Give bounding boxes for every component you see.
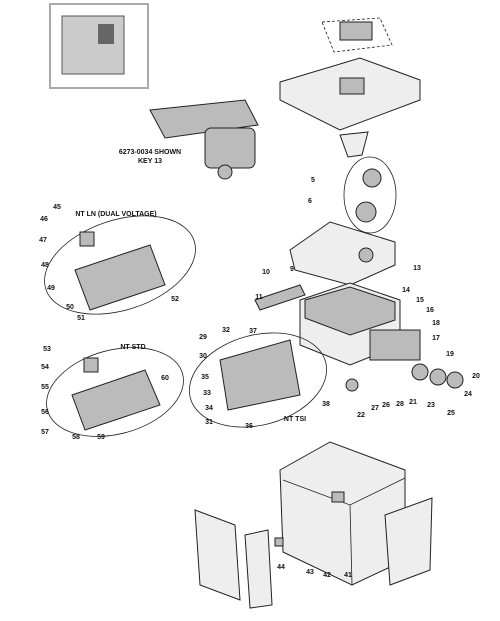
part-number: 21: [409, 399, 417, 406]
part-number: 24: [464, 391, 472, 398]
part-number: 54: [41, 364, 49, 371]
part-number: 13: [413, 265, 421, 272]
part-number: 52: [171, 296, 179, 303]
part-number: 42: [323, 572, 331, 579]
part-number: 17: [432, 335, 440, 342]
part-number: 18: [432, 320, 440, 327]
burner-tray-tsi: [188, 332, 328, 428]
part-number: 53: [43, 346, 51, 353]
part-number: 25: [447, 410, 455, 417]
part-number: 9: [290, 266, 294, 273]
part-number: 60: [161, 375, 169, 382]
part-number: 30: [199, 353, 207, 360]
part-number: 5: [311, 177, 315, 184]
part-number: 58: [72, 434, 80, 441]
part-number: 41: [344, 572, 352, 579]
part-number: 6: [308, 198, 312, 205]
part-number: 43: [306, 569, 314, 576]
part-number: 46: [40, 216, 48, 223]
part-number: 27: [371, 405, 379, 412]
top-cover-assembly: [279, 17, 421, 234]
combustion-chamber: [254, 221, 464, 392]
part-number: 36: [245, 423, 253, 430]
group-title: NT TSI: [284, 416, 306, 423]
part-number: 16: [426, 307, 434, 314]
part-number: 59: [97, 434, 105, 441]
heat-exchanger: [149, 99, 259, 180]
part-number: 20: [472, 373, 480, 380]
part-number: 48: [41, 262, 49, 269]
part-number: 33: [203, 390, 211, 397]
illustration: [44, 3, 464, 609]
part-number: 15: [416, 297, 424, 304]
part-number: 45: [53, 204, 61, 211]
heater-thumbnail: [61, 15, 125, 75]
part-number: 28: [396, 401, 404, 408]
key-note: KEY 13: [138, 158, 162, 165]
part-number: 57: [41, 429, 49, 436]
cabinet: [194, 441, 433, 609]
part-number: 51: [77, 315, 85, 322]
part-number: 22: [357, 412, 365, 419]
part-number: 10: [262, 269, 270, 276]
part-number: 47: [39, 237, 47, 244]
group-title: NT LN (DUAL VOLTAGE): [75, 211, 156, 218]
part-number: 14: [402, 287, 410, 294]
burner-tray-ln: [44, 215, 196, 315]
part-number: 38: [322, 401, 330, 408]
part-number: 49: [47, 285, 55, 292]
fittings: [345, 363, 464, 392]
model-note: 6273-0034 SHOWN: [119, 149, 181, 156]
part-number: 19: [446, 351, 454, 358]
group-title: NT STD: [120, 344, 145, 351]
part-number: 31: [205, 419, 213, 426]
part-number: 23: [427, 402, 435, 409]
part-number: 44: [277, 564, 285, 571]
part-number: 26: [382, 402, 390, 409]
part-number: 34: [205, 405, 213, 412]
heater-panel: [98, 24, 114, 44]
part-number: 29: [199, 334, 207, 341]
part-number: 35: [201, 374, 209, 381]
part-number: 50: [66, 304, 74, 311]
burner-tray-std: [46, 347, 184, 437]
part-number: 55: [41, 384, 49, 391]
part-number: 37: [249, 328, 257, 335]
part-number: 56: [41, 409, 49, 416]
part-number: 11: [255, 294, 263, 301]
part-number: 32: [222, 327, 230, 334]
